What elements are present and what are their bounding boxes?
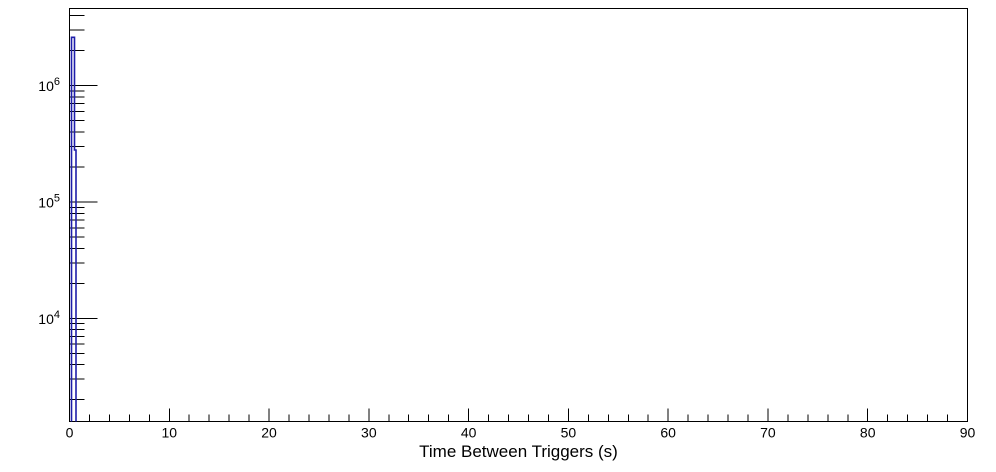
x-tick-label: 10 (161, 425, 177, 441)
y-tick-label: 106 (38, 76, 60, 94)
x-tick-label: 30 (361, 425, 377, 441)
x-tick-label: 60 (660, 425, 676, 441)
x-tick-label: 70 (760, 425, 776, 441)
x-tick-label: 90 (960, 425, 976, 441)
plot-frame (69, 8, 968, 422)
x-tick-label: 20 (261, 425, 277, 441)
x-tick-label: 0 (66, 425, 74, 441)
histogram-line (70, 36, 77, 422)
plot-area: 0 10 20 30 40 50 60 70 80 90 104 105 106 (38, 8, 976, 441)
x-axis-title: Time Between Triggers (s) (419, 442, 618, 461)
y-tick-label: 104 (38, 309, 60, 327)
y-tick-label: 105 (38, 193, 60, 211)
x-tick-label: 50 (561, 425, 577, 441)
x-tick-label: 80 (860, 425, 876, 441)
x-tick-label: 40 (461, 425, 477, 441)
